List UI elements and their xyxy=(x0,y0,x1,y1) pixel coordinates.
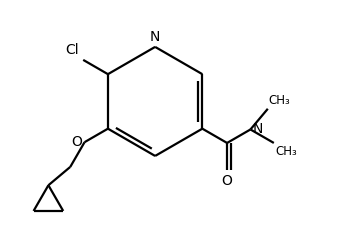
Text: Cl: Cl xyxy=(65,43,79,57)
Text: O: O xyxy=(222,174,232,188)
Text: N: N xyxy=(253,122,263,136)
Text: CH₃: CH₃ xyxy=(269,94,291,107)
Text: O: O xyxy=(71,135,82,149)
Text: N: N xyxy=(150,30,160,44)
Text: CH₃: CH₃ xyxy=(275,145,297,157)
